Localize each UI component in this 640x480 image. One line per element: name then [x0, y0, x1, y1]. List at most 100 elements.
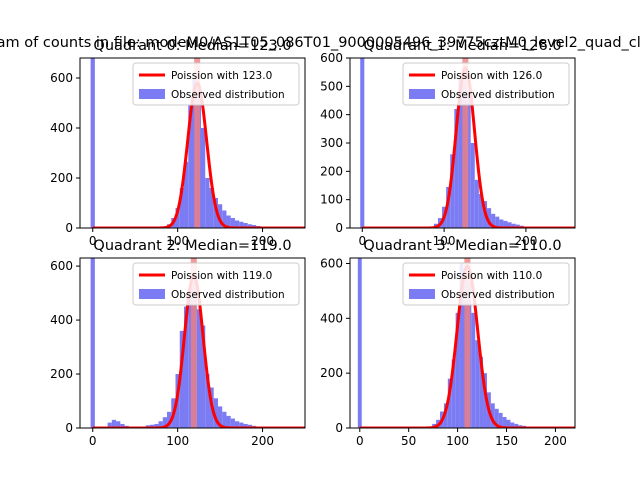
- x-tick-label: 100: [166, 434, 189, 448]
- subplot-3: Quadrant 3: Median=110.0 0 50 100 150 200 0 200…: [320, 238, 576, 448]
- histogram-bar: [491, 213, 496, 228]
- histogram-bar: [483, 373, 487, 428]
- y-tick-label: 500: [320, 79, 343, 93]
- x-tick-label: 200: [514, 234, 537, 248]
- subplot-2: Quadrant 2: Median=119.0 0 100 200 0 200 400 60…: [50, 238, 306, 448]
- y-tick-label: 0: [335, 421, 343, 435]
- subplot-0: Quadrant 0: Median=123.0 0 100 200 0 200 400 60…: [50, 38, 306, 248]
- histogram-bar: [90, 258, 95, 428]
- histogram-bar: [234, 421, 240, 428]
- y-tick-label: 400: [50, 121, 73, 135]
- histogram-bar: [471, 312, 476, 428]
- subplot-title: Quadrant 1: Median=126.0: [363, 38, 561, 54]
- histogram-bar: [239, 221, 244, 228]
- x-tick-label: 0: [356, 434, 364, 448]
- y-tick-label: 200: [50, 171, 73, 185]
- histogram-bar: [498, 412, 503, 428]
- histogram-bar: [247, 224, 252, 228]
- histogram-bar: [217, 204, 223, 228]
- histogram-bar: [454, 109, 459, 228]
- histogram-bar: [230, 218, 235, 228]
- histogram-bar: [499, 219, 504, 228]
- histogram-bar: [184, 306, 189, 428]
- legend: Poission with 123.0 Observed distribution: [132, 62, 300, 106]
- legend: Poission with 126.0 Observed distribution: [402, 62, 570, 106]
- x-tick-label: 200: [251, 234, 274, 248]
- histogram-bar: [226, 215, 231, 228]
- histogram-bar: [107, 422, 112, 428]
- legend-box: [132, 262, 300, 306]
- y-tick-label: 600: [320, 256, 343, 270]
- legend-hist-swatch: [139, 89, 165, 99]
- histogram-bar: [487, 208, 492, 228]
- legend: Poission with 119.0 Observed distribution: [132, 262, 300, 306]
- x-tick-label: 50: [401, 434, 416, 448]
- histogram-bar: [474, 179, 479, 228]
- histogram-bar: [239, 422, 244, 428]
- legend-box: [132, 62, 300, 106]
- histogram-bar: [222, 210, 227, 228]
- y-tick-label: 200: [320, 366, 343, 380]
- histogram-bar: [179, 330, 185, 428]
- legend-hist-swatch: [139, 289, 165, 299]
- histogram-bar: [226, 415, 231, 428]
- histogram-bar: [511, 223, 516, 228]
- histogram-bar: [188, 105, 193, 228]
- histogram-bar: [507, 222, 512, 228]
- y-tick-label: 400: [320, 311, 343, 325]
- y-tick-label: 200: [50, 367, 73, 381]
- histogram-bar: [515, 224, 520, 228]
- y-tick-label: 200: [320, 164, 343, 178]
- y-tick-label: 600: [50, 259, 73, 273]
- histogram-bar: [470, 143, 475, 228]
- histogram-bar: [478, 194, 483, 228]
- y-tick-label: 400: [50, 313, 73, 327]
- y-tick-label: 0: [65, 421, 73, 435]
- histogram-bar: [495, 216, 500, 228]
- histogram-bar: [150, 424, 155, 428]
- axes-frame: [79, 57, 306, 229]
- y-tick-label: 0: [65, 221, 73, 235]
- histogram-bar: [490, 403, 495, 428]
- histogram-bar: [447, 378, 452, 428]
- histogram-bar: [120, 423, 125, 428]
- x-tick-label: 100: [446, 434, 469, 448]
- subplot-title: Quadrant 2: Median=119.0: [93, 238, 291, 254]
- y-tick-label: 300: [320, 136, 343, 150]
- x-tick-label: 200: [251, 434, 274, 448]
- histogram-bar: [443, 403, 448, 428]
- histogram-bar: [209, 188, 214, 228]
- histogram-bar: [458, 77, 463, 228]
- legend-hist-swatch: [409, 289, 435, 299]
- histogram-bar: [154, 423, 159, 428]
- legend-fit-label: Poission with 110.0: [441, 270, 542, 282]
- histogram-bar: [217, 406, 223, 428]
- histogram-bar: [357, 258, 362, 428]
- histogram-bar: [205, 178, 210, 228]
- histogram-bar: [205, 374, 210, 428]
- histogram-bar: [188, 287, 193, 428]
- legend-hist-label: Observed distribution: [171, 89, 285, 101]
- x-tick-label: 200: [544, 434, 567, 448]
- histogram-bar: [494, 408, 499, 428]
- histogram-bar: [514, 423, 519, 428]
- legend-box: [402, 62, 570, 106]
- histogram-bar: [247, 424, 252, 428]
- legend-fit-label: Poission with 119.0: [171, 270, 272, 282]
- figure-title: Histogram of counts in file: modeM0/AS1T…: [0, 35, 640, 51]
- histogram-bar: [196, 309, 201, 428]
- histogram-bar: [243, 423, 248, 428]
- histogram-bar: [116, 421, 121, 428]
- y-tick-label: 600: [50, 71, 73, 85]
- histogram-bar: [158, 421, 163, 428]
- legend-hist-label: Observed distribution: [441, 289, 555, 301]
- y-tick-label: 100: [320, 193, 343, 207]
- histogram-bar: [213, 398, 218, 428]
- legend-hist-swatch: [409, 89, 435, 99]
- histogram-bar: [200, 325, 206, 428]
- histogram-bar: [451, 359, 456, 428]
- histogram-bar: [243, 223, 248, 228]
- legend-hist-label: Observed distribution: [441, 89, 555, 101]
